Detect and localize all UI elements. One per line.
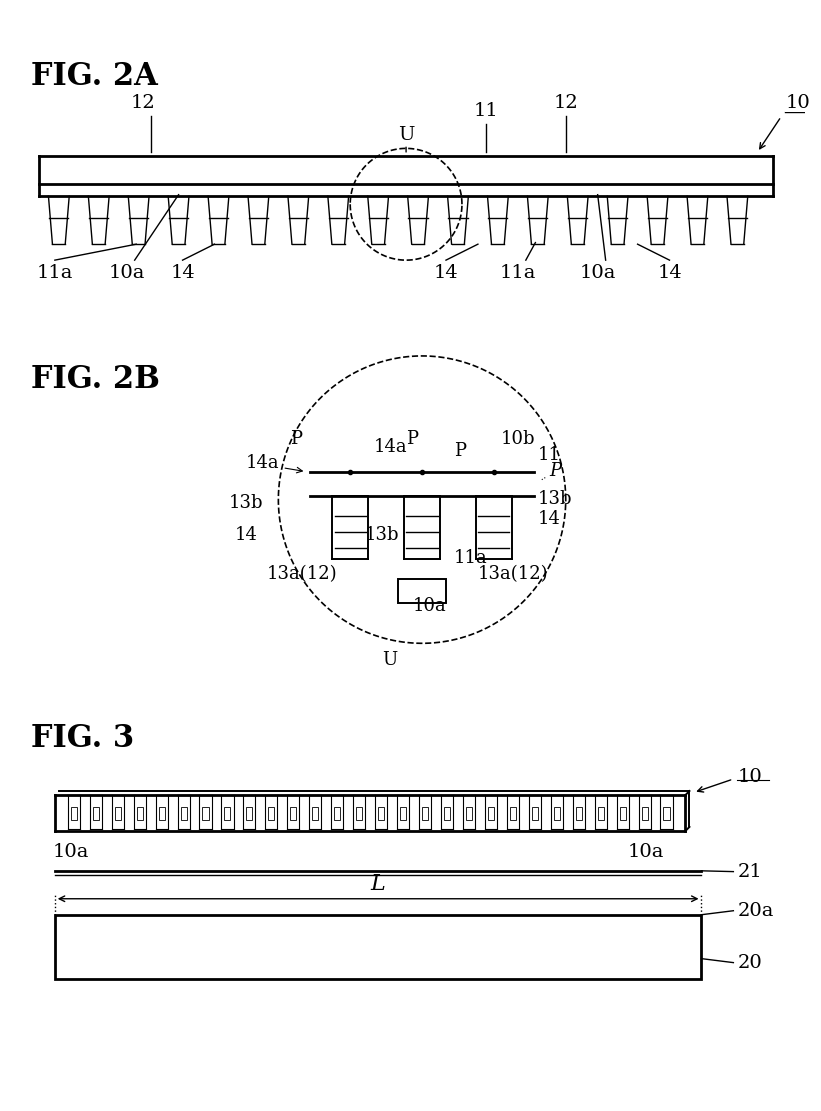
Bar	[444, 807, 450, 820]
Bar	[663, 807, 670, 820]
Bar	[55, 914, 701, 979]
Text: 11a: 11a	[454, 550, 488, 568]
Text: 10a: 10a	[53, 843, 89, 861]
Text: 11a: 11a	[500, 264, 536, 282]
Bar	[466, 807, 472, 820]
Bar	[488, 807, 494, 820]
Text: 13a(12): 13a(12)	[478, 565, 548, 583]
Bar	[641, 807, 648, 820]
Bar	[71, 807, 77, 820]
Bar	[620, 807, 626, 820]
Text: 14a: 14a	[245, 453, 279, 472]
Text: 13a(12): 13a(12)	[267, 565, 337, 583]
Bar	[356, 807, 362, 820]
Bar	[203, 807, 209, 820]
Text: FIG. 2B: FIG. 2B	[31, 364, 160, 394]
Text: FIG. 2A: FIG. 2A	[31, 61, 158, 91]
Bar	[246, 807, 252, 820]
Text: 10b: 10b	[501, 430, 535, 448]
Bar	[422, 807, 428, 820]
Text: 10a: 10a	[627, 843, 663, 861]
Text: P: P	[550, 462, 562, 480]
Text: 10a: 10a	[413, 598, 447, 615]
Bar	[598, 807, 603, 820]
Text: 21: 21	[737, 862, 762, 881]
Text: P: P	[291, 430, 302, 448]
Text: 10a: 10a	[580, 264, 616, 282]
Text: 10: 10	[737, 769, 762, 787]
Bar	[334, 807, 340, 820]
Bar	[400, 807, 406, 820]
Bar	[181, 807, 186, 820]
Text: L: L	[371, 873, 386, 894]
Text: 11: 11	[538, 446, 561, 463]
Bar	[576, 807, 582, 820]
Bar	[158, 807, 165, 820]
Bar	[268, 807, 274, 820]
Text: 14: 14	[657, 264, 682, 282]
Text: 12: 12	[553, 94, 578, 112]
Bar	[553, 807, 560, 820]
Text: U: U	[383, 651, 397, 669]
Text: 20: 20	[737, 953, 762, 972]
Text: 10: 10	[785, 94, 810, 112]
Text: 13b: 13b	[538, 490, 572, 508]
Bar	[398, 580, 446, 603]
Bar	[510, 807, 516, 820]
Bar	[224, 807, 231, 820]
Bar	[136, 807, 143, 820]
Text: P: P	[454, 442, 466, 460]
Text: 12: 12	[131, 94, 155, 112]
Bar	[93, 807, 99, 820]
Text: 11: 11	[474, 102, 498, 120]
Text: 13b: 13b	[365, 526, 399, 543]
Text: 14: 14	[433, 264, 458, 282]
Bar	[115, 807, 121, 820]
Text: 14a: 14a	[374, 438, 407, 456]
Text: 20a: 20a	[737, 902, 773, 920]
Text: FIG. 3: FIG. 3	[31, 723, 134, 754]
Text: 14: 14	[235, 526, 258, 543]
Bar	[312, 807, 319, 820]
Text: P: P	[406, 430, 418, 448]
Bar	[532, 807, 538, 820]
Text: 13b: 13b	[229, 493, 264, 511]
Text: U: U	[398, 127, 415, 144]
Text: 14: 14	[538, 510, 561, 528]
Text: 10a: 10a	[108, 264, 144, 282]
Text: 14: 14	[170, 264, 195, 282]
Bar	[291, 807, 296, 820]
Text: 11a: 11a	[37, 264, 73, 282]
Bar	[378, 807, 384, 820]
